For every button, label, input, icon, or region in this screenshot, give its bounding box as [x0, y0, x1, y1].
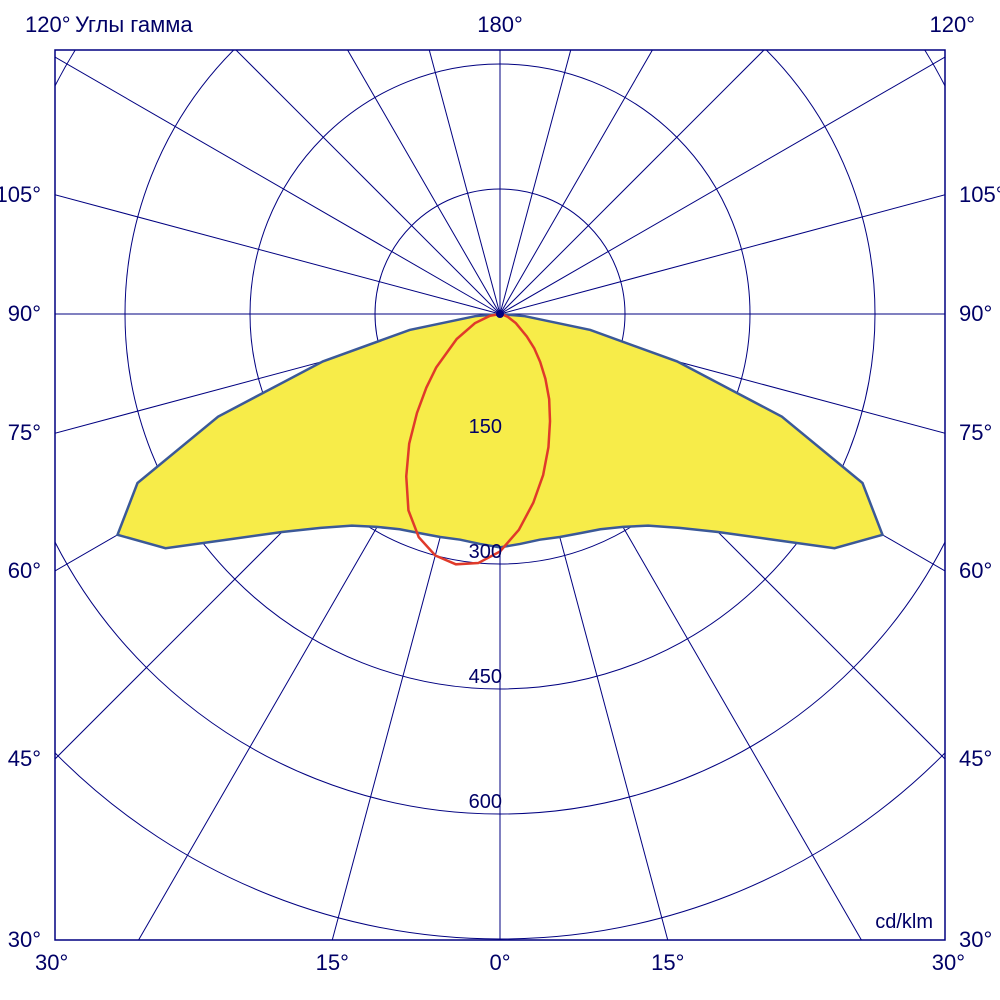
angle-label: 30°: [959, 927, 992, 952]
chart-title: Углы гамма: [75, 12, 193, 37]
angle-label: 90°: [959, 301, 992, 326]
angle-label: 30°: [35, 950, 68, 975]
angle-label: 120°: [929, 12, 975, 37]
angle-label: 105°: [959, 182, 1000, 207]
angle-label: 45°: [959, 746, 992, 771]
unit-label: cd/klm: [875, 911, 933, 933]
angle-label: 60°: [959, 558, 992, 583]
radial-tick-label: 300: [469, 541, 502, 563]
angle-label: 90°: [8, 301, 41, 326]
angle-label: 105°: [0, 182, 41, 207]
angle-label: 15°: [316, 950, 349, 975]
center-marker: [496, 310, 504, 318]
angle-label: 0°: [489, 950, 510, 975]
angle-label: 120°: [25, 12, 71, 37]
angle-label: 60°: [8, 558, 41, 583]
angle-label: 75°: [8, 420, 41, 445]
polar-chart: 150300450600120°180°120°Углы гамма105°10…: [0, 0, 1000, 1000]
radial-tick-label: 150: [469, 416, 502, 438]
angle-label: 15°: [651, 950, 684, 975]
angle-label: 30°: [932, 950, 965, 975]
angle-label: 45°: [8, 746, 41, 771]
angle-label: 30°: [8, 927, 41, 952]
radial-tick-label: 600: [469, 791, 502, 813]
angle-label: 180°: [477, 12, 523, 37]
angle-label: 75°: [959, 420, 992, 445]
radial-tick-label: 450: [469, 666, 502, 688]
